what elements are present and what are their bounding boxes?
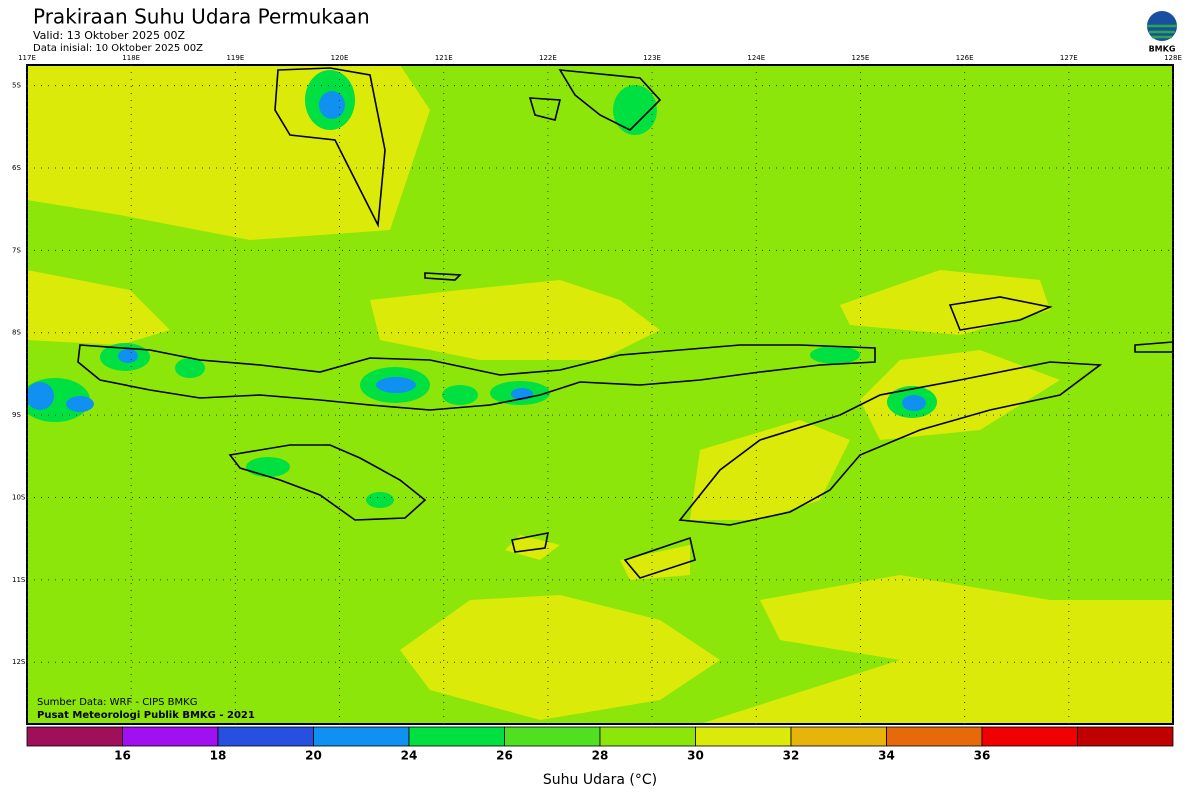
colorbar-tick-label: 28 (592, 749, 609, 763)
colorbar-segment (695, 726, 792, 747)
lon-label: 117E (18, 54, 36, 62)
colorbar-tick-label: 26 (496, 749, 513, 763)
colorbar-tick-label: 20 (305, 749, 322, 763)
colorbar-segment (217, 726, 314, 747)
lat-label: 12S (12, 658, 26, 666)
colorbar-tick-label: 30 (687, 749, 704, 763)
lon-label: 126E (956, 54, 974, 62)
lon-label: 120E (331, 54, 349, 62)
lon-label: 123E (643, 54, 661, 62)
lat-label: 11S (12, 576, 26, 584)
lon-label: 127E (1060, 54, 1078, 62)
colorbar-segment (1077, 726, 1174, 747)
lon-label: 118E (122, 54, 140, 62)
coastlines (77, 67, 1173, 579)
colorbar-segment (790, 726, 887, 747)
title: Prakiraan Suhu Udara Permukaan (33, 5, 370, 29)
colorbar-tick-label: 24 (401, 749, 418, 763)
colorbar-tick-label: 36 (974, 749, 991, 763)
logo-text: BMKG (1149, 45, 1176, 54)
colorbar-segment (599, 726, 696, 747)
colorbar-segment (981, 726, 1078, 747)
colorbar-segment (26, 726, 123, 747)
lat-label: 9S (12, 411, 21, 419)
lon-label: 125E (852, 54, 870, 62)
lat-label: 5S (12, 82, 21, 90)
initial-time: Data inisial: 10 Oktober 2025 00Z (33, 43, 203, 54)
colorbar-tick-label: 18 (210, 749, 227, 763)
colorbar-segment (313, 726, 410, 747)
colorbar-segment (886, 726, 983, 747)
lon-label: 121E (435, 54, 453, 62)
logo: BMKG (1147, 11, 1177, 54)
colorbar-segment (408, 726, 505, 747)
lon-label: 124E (747, 54, 765, 62)
credit-org: Pusat Meteorologi Publik BMKG - 2021 (37, 710, 255, 721)
lat-label: 7S (12, 246, 21, 254)
lat-label: 8S (12, 329, 21, 337)
colorbar-tick-label: 34 (878, 749, 895, 763)
temperature-field (27, 65, 1173, 724)
valid-time: Valid: 13 Oktober 2025 00Z (33, 29, 186, 42)
colorbar-label: Suhu Udara (°C) (543, 772, 657, 788)
colorbar-segment (504, 726, 601, 747)
colorbar-tick-label: 16 (114, 749, 131, 763)
lon-label: 119E (226, 54, 244, 62)
lon-label: 128E (1164, 54, 1182, 62)
colorbar-tick-label: 32 (783, 749, 800, 763)
lat-label: 6S (12, 164, 21, 172)
lat-label: 10S (12, 493, 26, 501)
colorbar-segment (122, 726, 219, 747)
lon-label: 122E (539, 54, 557, 62)
credit-source: Sumber Data: WRF - CIPS BMKG (37, 697, 197, 708)
